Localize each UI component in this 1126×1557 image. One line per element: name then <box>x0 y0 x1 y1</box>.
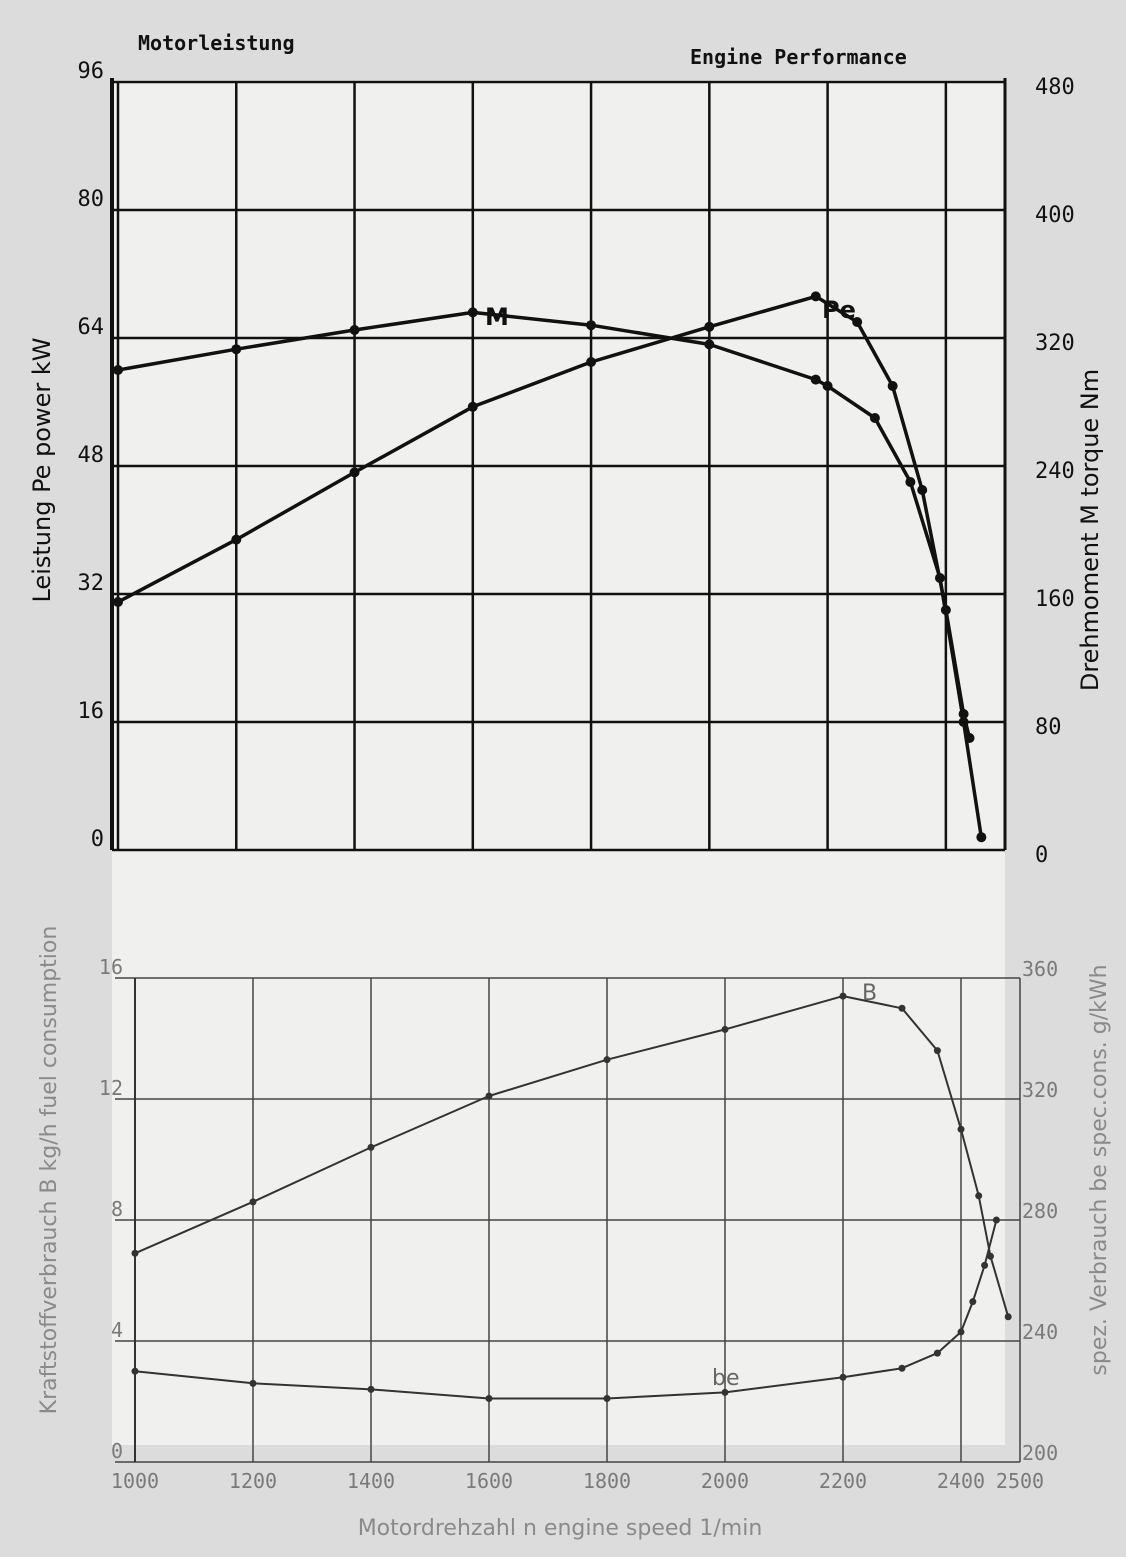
series-B-point-6 <box>839 992 847 1000</box>
x-tick-8: 2500 <box>996 1469 1044 1493</box>
series-Pe-point-5 <box>704 321 715 332</box>
header-left: Motorleistung <box>138 31 295 55</box>
upper-right-tick-0: 0 <box>1035 843 1048 868</box>
series-B-point-4 <box>603 1056 611 1064</box>
series-be-point-2 <box>367 1385 375 1393</box>
series-be-point-5 <box>721 1388 729 1396</box>
series-be-point-11 <box>981 1261 989 1269</box>
series-be-point-10 <box>969 1298 977 1306</box>
upper-left-tick-4: 64 <box>78 315 105 340</box>
upper-right-tick-5: 400 <box>1035 203 1075 228</box>
upper-left-tick-3: 48 <box>78 443 105 468</box>
lower-right-tick-0: 200 <box>1022 1441 1058 1465</box>
series-M-point-8 <box>869 413 880 423</box>
upper-right-tick-4: 320 <box>1035 331 1075 356</box>
upper-right-tick-6: 480 <box>1035 75 1075 100</box>
series-be-point-9 <box>957 1328 965 1336</box>
series-B-point-2 <box>367 1143 375 1151</box>
series-be-point-7 <box>898 1364 906 1372</box>
series-M-point-3 <box>467 307 478 318</box>
series-B-point-11 <box>987 1252 994 1260</box>
series-Pe-point-8 <box>887 381 898 391</box>
series-M-point-4 <box>586 320 597 331</box>
upper-right-tick-1: 80 <box>1035 715 1062 740</box>
x-tick-6: 2200 <box>819 1469 867 1493</box>
series-be-point-6 <box>839 1373 847 1381</box>
lower-left-tick-3: 12 <box>99 1076 123 1100</box>
series-be-point-4 <box>603 1394 611 1402</box>
lower-left-tick-2: 8 <box>111 1197 123 1221</box>
series-label-B: B <box>862 981 877 1006</box>
series-Pe-point-3 <box>467 401 478 412</box>
series-M-point-12 <box>976 832 987 843</box>
lower-right-tick-3: 320 <box>1022 1078 1058 1102</box>
x-tick-3: 1600 <box>465 1469 513 1493</box>
upper-left-axis-label: Leistung Pe power kW <box>28 337 56 602</box>
series-M-point-6 <box>810 374 821 385</box>
series-Pe-point-4 <box>586 357 597 367</box>
series-B-point-12 <box>1004 1313 1012 1321</box>
x-tick-7: 2400 <box>937 1469 985 1493</box>
series-B-point-0 <box>131 1249 139 1257</box>
header-right: Engine Performance <box>690 45 907 69</box>
series-B-point-9 <box>957 1125 965 1133</box>
series-Pe-point-1 <box>231 534 242 545</box>
lower-left-tick-4: 16 <box>99 955 123 979</box>
series-Pe-point-12 <box>964 733 975 743</box>
series-M-point-2 <box>349 325 360 335</box>
series-label-Pe: Pe <box>822 296 856 324</box>
x-tick-4: 1800 <box>583 1469 631 1493</box>
series-B-point-5 <box>721 1025 729 1033</box>
lower-right-tick-4: 360 <box>1022 957 1058 981</box>
upper-left-tick-2: 32 <box>78 571 105 596</box>
series-be-point-3 <box>485 1394 493 1402</box>
upper-right-tick-2: 160 <box>1035 587 1075 612</box>
series-M-point-1 <box>231 344 242 355</box>
series-label-be: be <box>712 1366 740 1391</box>
series-M-point-0 <box>113 365 123 375</box>
upper-left-tick-6: 96 <box>78 59 105 84</box>
upper-right-axis-label: Drehmoment M torque Nm <box>1076 369 1104 691</box>
series-be-point-8 <box>933 1349 941 1357</box>
series-be-point-0 <box>131 1367 139 1375</box>
upper-right-tick-3: 240 <box>1035 459 1075 484</box>
upper-left-tick-0: 0 <box>91 827 104 852</box>
series-B-point-1 <box>249 1198 257 1206</box>
lower-left-tick-1: 4 <box>111 1318 123 1342</box>
x-tick-0: 1000 <box>111 1469 159 1493</box>
series-M-point-9 <box>905 477 916 487</box>
series-Pe-point-7 <box>852 317 863 327</box>
lower-left-axis-label: Kraftstoffverbrauch B kg/h fuel consumpt… <box>37 926 62 1415</box>
x-tick-2: 1400 <box>347 1469 395 1493</box>
tick-labels: 0163248648096080160240320400480048121620… <box>78 59 1075 1493</box>
series-B-point-7 <box>898 1004 906 1012</box>
series-Pe-point-9 <box>917 485 928 495</box>
series-be-point-12 <box>992 1216 1000 1224</box>
series-B-point-10 <box>975 1192 983 1200</box>
upper-left-tick-5: 80 <box>78 187 105 212</box>
lower-right-tick-1: 240 <box>1022 1320 1058 1344</box>
series-B-point-3 <box>485 1092 493 1100</box>
lower-right-axis-label: spez. Verbrauch be spec.cons. g/kWh <box>1087 964 1112 1375</box>
series-M-point-5 <box>704 339 715 350</box>
series-be-point-1 <box>249 1379 257 1387</box>
series-Pe-point-2 <box>349 467 360 478</box>
x-tick-5: 2000 <box>701 1469 749 1493</box>
lower-left-tick-0: 0 <box>111 1439 123 1463</box>
series-Pe-point-0 <box>113 597 123 607</box>
x-axis-label: Motordrehzahl n engine speed 1/min <box>358 1516 763 1541</box>
series-Pe-point-6 <box>810 291 821 302</box>
series-B-point-8 <box>933 1047 941 1055</box>
series-group <box>113 291 1012 1402</box>
series-M-point-7 <box>822 381 833 391</box>
lower-right-tick-2: 280 <box>1022 1199 1058 1223</box>
series-Pe-point-11 <box>958 709 969 719</box>
x-tick-1: 1200 <box>229 1469 277 1493</box>
upper-panel-grid <box>110 78 1007 852</box>
upper-left-tick-1: 16 <box>78 699 105 724</box>
series-Pe-point-10 <box>940 605 951 615</box>
series-label-M: M <box>485 303 509 331</box>
